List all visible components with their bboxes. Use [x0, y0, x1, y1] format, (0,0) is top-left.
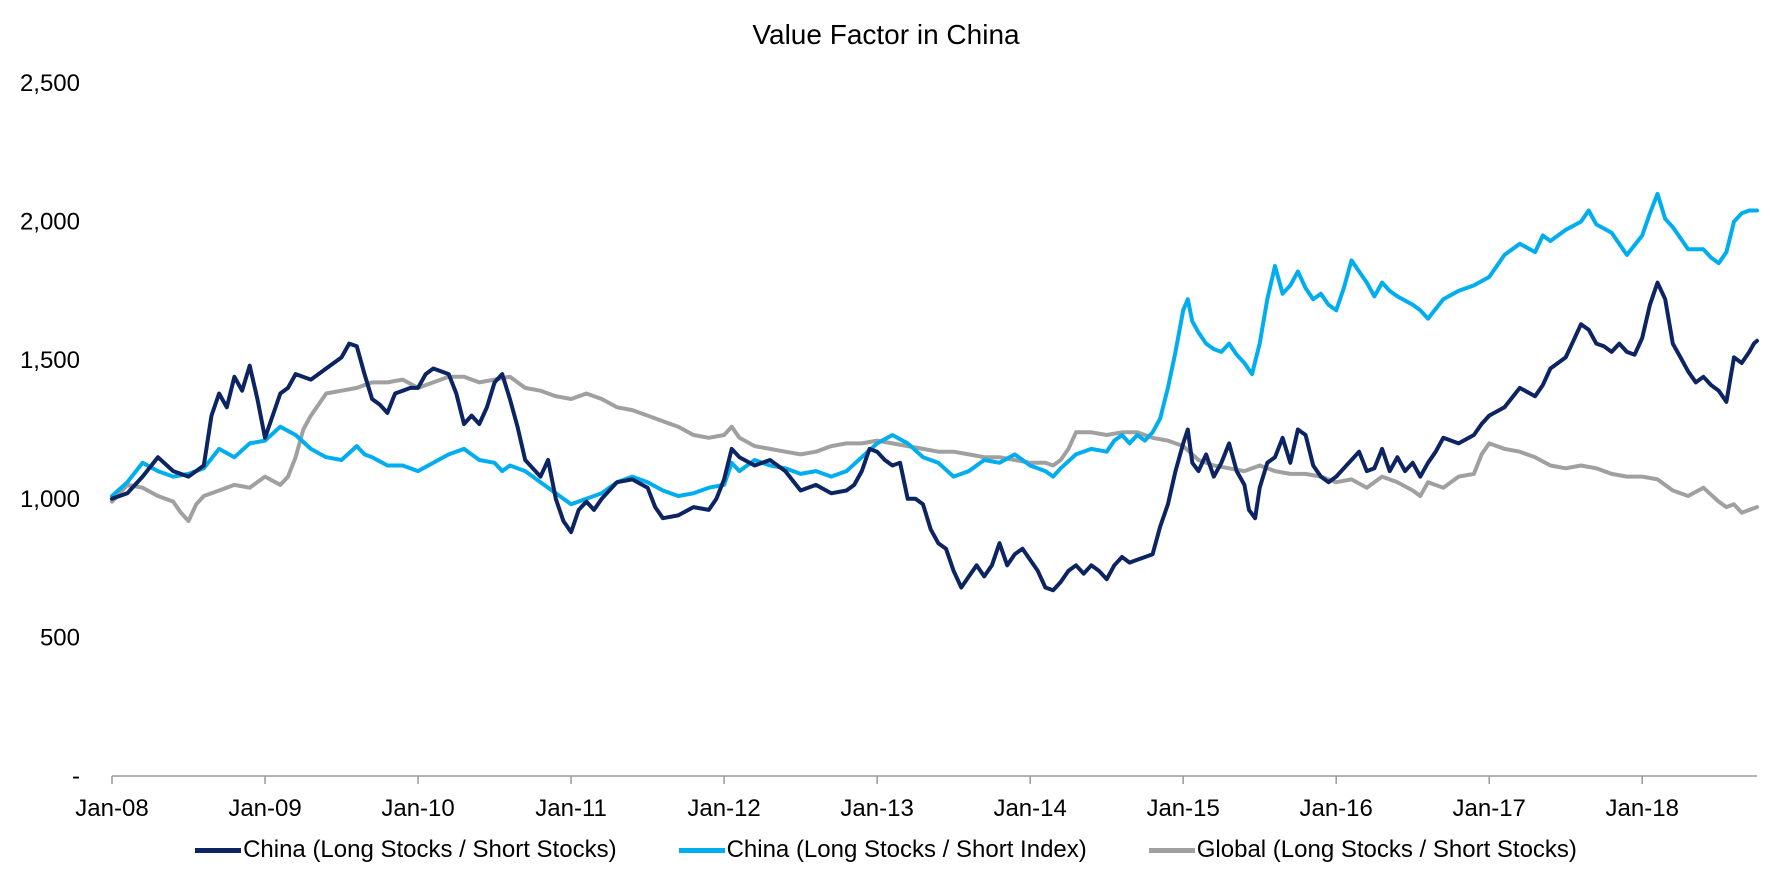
x-tick-label: Jan-17: [1453, 795, 1526, 822]
series-layer: [110, 191, 1759, 593]
x-tick-label: Jan-12: [687, 795, 760, 822]
x-tick-label: Jan-18: [1606, 795, 1679, 822]
chart-title: Value Factor in China: [752, 19, 1020, 50]
x-tick-label: Jan-15: [1146, 795, 1219, 822]
legend-swatch: [195, 847, 242, 853]
y-tick-label: 500: [40, 624, 80, 651]
x-tick-label: Jan-11: [535, 795, 607, 822]
legend-label: China (Long Stocks / Short Index): [726, 836, 1087, 863]
y-axis-tick-labels: - 500 1,000 1,500 2,000 2,500: [20, 70, 80, 790]
legend: China (Long Stocks / Short Stocks) China …: [0, 832, 1772, 868]
x-axis: Jan-08 Jan-09 Jan-10 Jan-11 Jan-12 Jan-13 Jan-…: [75, 775, 1757, 822]
x-tick-label: Jan-16: [1299, 795, 1372, 822]
legend-label: Global (Long Stocks / Short Stocks): [1196, 836, 1577, 863]
x-tick-label: Jan-13: [840, 795, 913, 822]
y-tick-label: 1,000: [20, 486, 80, 513]
series-line-3: [110, 374, 1759, 523]
legend-label: China (Long Stocks / Short Stocks): [243, 836, 617, 863]
series-line-1: [110, 280, 1759, 593]
legend-item-3: Global (Long Stocks / Short Stocks): [1148, 836, 1577, 864]
legend-swatch: [678, 847, 725, 853]
legend-item-1: China (Long Stocks / Short Stocks): [195, 836, 617, 864]
y-tick-label: -: [72, 763, 80, 790]
x-tick-label: Jan-09: [228, 795, 301, 822]
y-tick-label: 2,500: [20, 70, 80, 97]
legend-swatch: [1148, 847, 1195, 853]
x-tick-label: Jan-10: [381, 795, 454, 822]
y-tick-label: 2,000: [20, 209, 80, 236]
y-tick-label: 1,500: [20, 347, 80, 374]
x-tick-label: Jan-14: [993, 795, 1066, 822]
x-tick-label: Jan-08: [75, 795, 148, 822]
series-line-2: [110, 191, 1759, 507]
legend-item-2: China (Long Stocks / Short Index): [678, 836, 1087, 864]
